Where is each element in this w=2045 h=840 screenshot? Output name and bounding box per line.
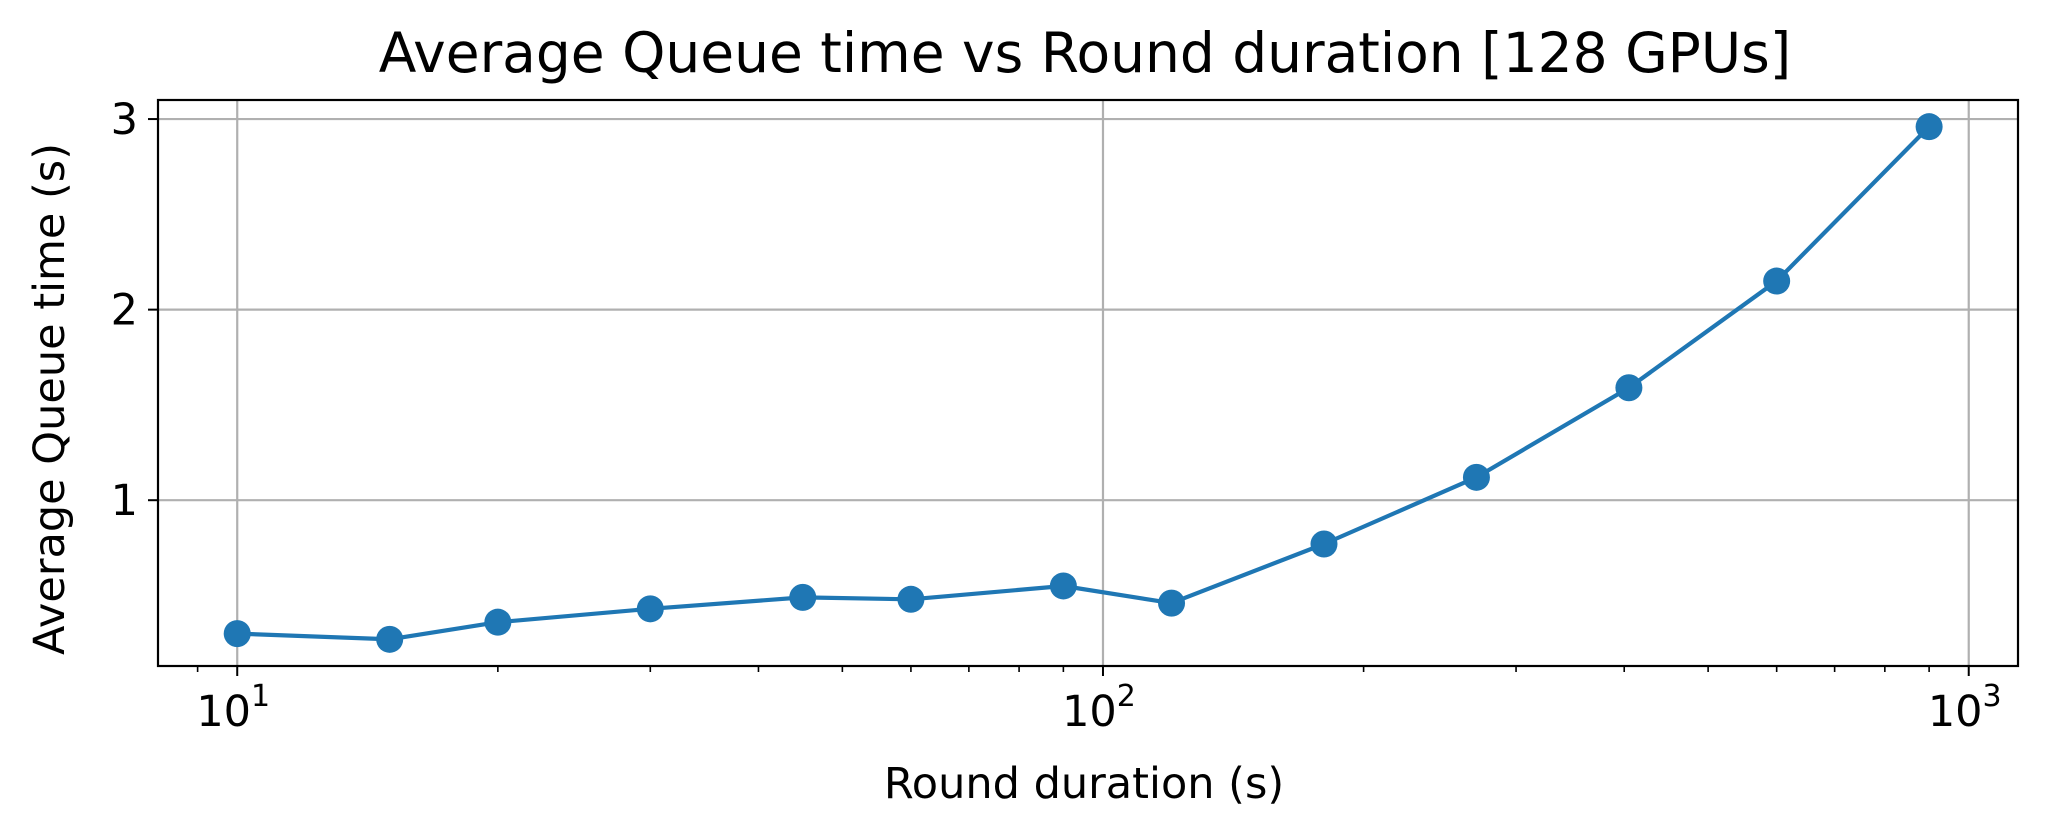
- data-point: [897, 585, 925, 613]
- x-tick-label-base: 10: [1928, 687, 1983, 737]
- data-point: [484, 608, 512, 636]
- grid: [158, 100, 2018, 666]
- data-point: [1310, 530, 1338, 558]
- data-point: [1763, 267, 1791, 295]
- series-line: [235, 124, 1932, 642]
- y-tick-label: 1: [111, 476, 138, 526]
- data-point: [789, 583, 817, 611]
- x-tick-label: 101: [196, 679, 270, 737]
- y-tick-label: 2: [111, 286, 138, 336]
- plot-area-frame: [156, 98, 2020, 668]
- y-tick-label: 3: [111, 95, 138, 145]
- x-axis: 101 102 103: [196, 666, 2002, 737]
- data-point: [1049, 572, 1077, 600]
- y-axis: 1 2 3: [111, 95, 158, 526]
- x-tick-label-base: 10: [196, 687, 251, 737]
- series-layer: [223, 113, 1943, 653]
- y-axis-label: Average Queue time (s): [25, 143, 75, 655]
- data-point: [1615, 374, 1643, 402]
- x-tick-label: 102: [1062, 679, 1136, 737]
- chart-title: Average Queue time vs Round duration [12…: [379, 21, 1791, 85]
- x-tick-label-exponent: 1: [251, 679, 270, 714]
- x-tick-label-base: 10: [1062, 687, 1117, 737]
- x-tick-label-exponent: 3: [1983, 679, 2002, 714]
- data-point: [223, 620, 251, 648]
- x-axis-label: Round duration (s): [884, 759, 1284, 809]
- data-point: [1462, 463, 1490, 491]
- data-point: [376, 625, 404, 653]
- x-tick-label: 103: [1928, 679, 2002, 737]
- data-point: [1158, 589, 1186, 617]
- x-tick-label-exponent: 2: [1117, 679, 1136, 714]
- data-point: [636, 595, 664, 623]
- data-point: [1915, 113, 1943, 141]
